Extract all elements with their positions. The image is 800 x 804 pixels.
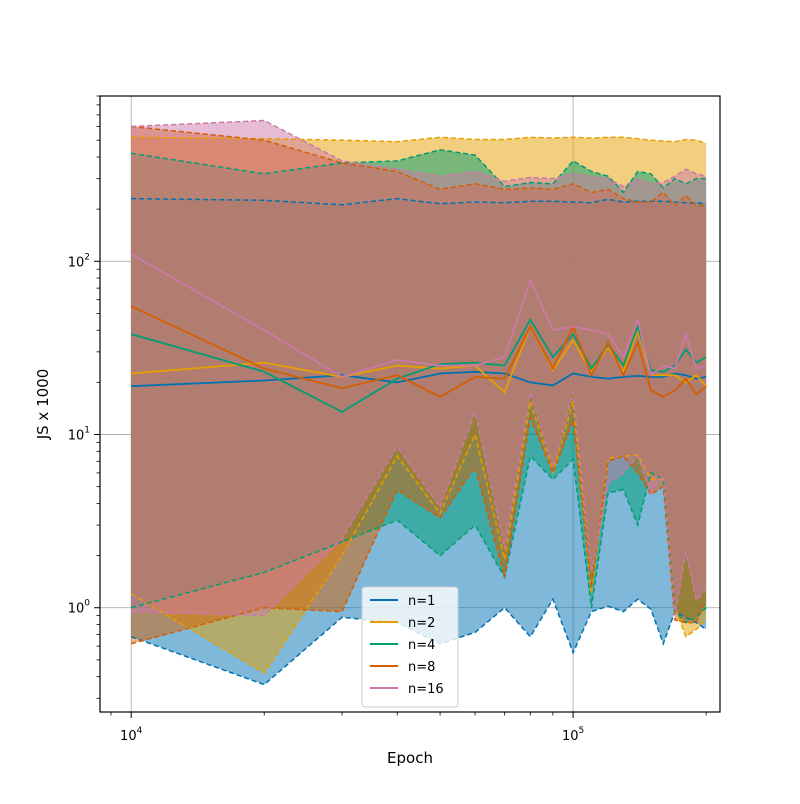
y-tick-label: 102 (68, 252, 90, 270)
upper-bound-n=16 (131, 119, 707, 188)
x-tick-label: 104 (120, 726, 143, 744)
lower-bound-n=16 (131, 392, 707, 617)
x-tick-label: 105 (562, 726, 584, 744)
legend: n=1 n=2 n=4 n=8 n=16 (361, 586, 459, 708)
lower-bound-n=4 (131, 454, 707, 624)
legend-label: n=16 (408, 682, 444, 697)
legend-label: n=1 (408, 594, 435, 609)
legend-box (361, 586, 459, 708)
upper-bound-n=4 (131, 149, 707, 194)
mean-line-n=2 (131, 324, 707, 394)
axes-frame (99, 95, 721, 713)
mean-line-n=1 (131, 370, 707, 388)
legend-label: n=4 (408, 638, 435, 653)
y-axis-label: JS x 1000 (34, 369, 52, 441)
axis-ticks: 104 105 100 101 102 (68, 95, 707, 744)
mean-line-n=8 (130, 305, 707, 398)
upper-bound-n=2 (131, 136, 707, 145)
series-lines (130, 119, 707, 686)
mean-line-n=16 (130, 253, 707, 378)
confidence-bands (131, 120, 707, 685)
y-tick-label: 101 (68, 426, 90, 444)
x-axis-label: Epoch (387, 749, 433, 767)
y-tick-label: 100 (68, 599, 91, 617)
band-n=16 (131, 120, 707, 616)
upper-bound-n=1 (131, 197, 707, 206)
legend-label: n=2 (408, 616, 435, 631)
legend-label: n=8 (408, 660, 435, 675)
